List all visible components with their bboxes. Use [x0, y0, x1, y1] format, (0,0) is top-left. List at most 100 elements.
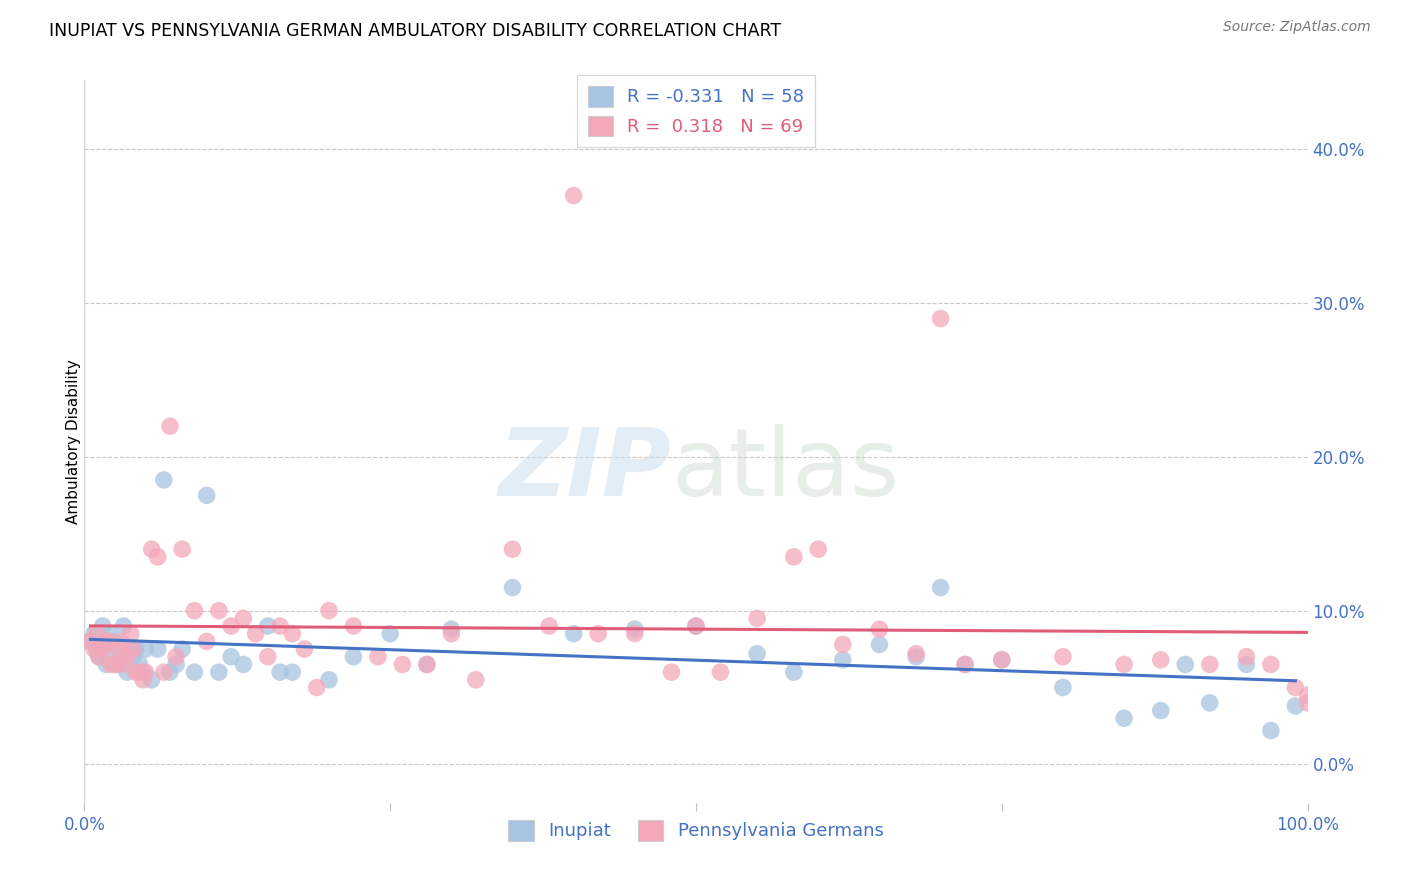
Point: [115, 649, 138, 664]
Point: [685, 619, 707, 633]
Point: [257, 649, 280, 664]
Point: [953, 657, 976, 672]
Point: [104, 634, 127, 648]
Point: [79, 634, 101, 648]
Point: [831, 653, 853, 667]
Point: [1150, 704, 1173, 718]
Text: INUPIAT VS PENNSYLVANIA GERMAN AMBULATORY DISABILITY CORRELATION CHART: INUPIAT VS PENNSYLVANIA GERMAN AMBULATOR…: [49, 22, 782, 40]
Point: [120, 626, 142, 640]
Point: [502, 542, 524, 557]
Point: [562, 188, 585, 202]
Point: [219, 649, 242, 664]
Point: [869, 622, 891, 636]
Point: [685, 619, 707, 633]
Point: [586, 626, 609, 640]
Point: [783, 665, 806, 680]
Legend: Inupiat, Pennsylvania Germans: Inupiat, Pennsylvania Germans: [501, 813, 891, 848]
Point: [141, 542, 163, 557]
Point: [1260, 723, 1282, 738]
Point: [159, 665, 181, 680]
Point: [1052, 649, 1074, 664]
Point: [112, 619, 135, 633]
Point: [1284, 698, 1306, 713]
Point: [747, 647, 769, 661]
Point: [380, 626, 402, 640]
Point: [83, 626, 105, 640]
Point: [538, 619, 561, 633]
Point: [416, 657, 439, 672]
Point: [97, 634, 120, 648]
Point: [257, 619, 280, 633]
Point: [110, 634, 132, 648]
Point: [342, 649, 364, 664]
Point: [991, 653, 1014, 667]
Point: [1052, 681, 1074, 695]
Point: [128, 657, 150, 672]
Point: [79, 634, 101, 648]
Point: [624, 622, 647, 636]
Point: [1198, 696, 1220, 710]
Point: [107, 642, 129, 657]
Point: [624, 626, 647, 640]
Point: [1260, 657, 1282, 672]
Point: [1174, 657, 1197, 672]
Point: [281, 665, 304, 680]
Point: [709, 665, 731, 680]
Point: [318, 673, 340, 687]
Point: [502, 581, 524, 595]
Point: [1150, 653, 1173, 667]
Point: [172, 542, 194, 557]
Point: [195, 634, 218, 648]
Text: ZIP: ZIP: [499, 425, 672, 516]
Point: [91, 619, 114, 633]
Point: [416, 657, 439, 672]
Y-axis label: Ambulatory Disability: Ambulatory Disability: [66, 359, 80, 524]
Point: [96, 657, 118, 672]
Point: [135, 642, 157, 657]
Point: [269, 619, 291, 633]
Point: [183, 665, 205, 680]
Point: [120, 642, 142, 657]
Point: [929, 311, 952, 326]
Point: [146, 642, 169, 657]
Point: [135, 665, 157, 680]
Point: [100, 642, 122, 657]
Point: [905, 647, 928, 661]
Point: [115, 665, 138, 680]
Point: [1114, 711, 1136, 725]
Point: [953, 657, 976, 672]
Point: [1114, 657, 1136, 672]
Point: [141, 673, 163, 687]
Point: [153, 473, 176, 487]
Point: [1236, 657, 1258, 672]
Point: [783, 549, 806, 564]
Point: [125, 665, 148, 680]
Point: [869, 637, 891, 651]
Point: [132, 673, 155, 687]
Point: [107, 657, 129, 672]
Text: atlas: atlas: [672, 425, 900, 516]
Point: [159, 419, 181, 434]
Point: [905, 649, 928, 664]
Point: [86, 642, 108, 657]
Point: [165, 649, 187, 664]
Point: [1296, 688, 1319, 702]
Point: [1198, 657, 1220, 672]
Point: [245, 626, 267, 640]
Point: [165, 657, 187, 672]
Point: [91, 642, 114, 657]
Point: [112, 657, 135, 672]
Point: [125, 642, 148, 657]
Point: [269, 665, 291, 680]
Point: [281, 626, 304, 640]
Point: [318, 604, 340, 618]
Point: [86, 626, 108, 640]
Point: [562, 626, 585, 640]
Point: [1236, 649, 1258, 664]
Point: [929, 581, 952, 595]
Point: [1296, 696, 1319, 710]
Point: [1284, 681, 1306, 695]
Point: [219, 619, 242, 633]
Point: [440, 626, 463, 640]
Point: [391, 657, 413, 672]
